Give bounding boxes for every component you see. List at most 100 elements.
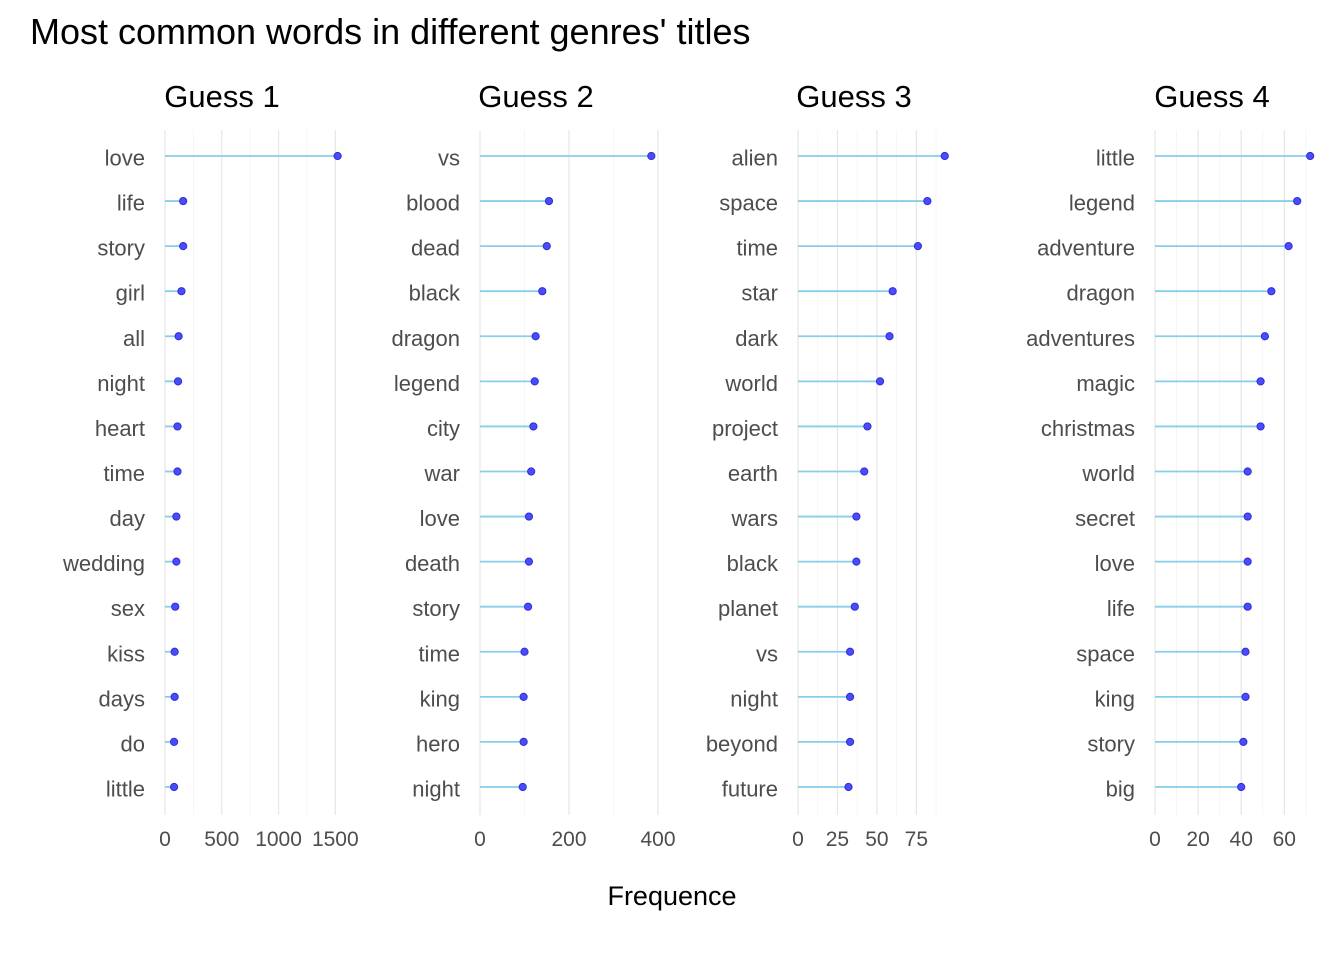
facet-panels: Guess 1 love life story girl all night heart tim… bbox=[62, 79, 1315, 851]
lollipop-point bbox=[519, 692, 528, 701]
panel-title: Guess 4 bbox=[1154, 79, 1269, 114]
category-label: hero bbox=[416, 731, 460, 756]
lollipop-point bbox=[524, 512, 534, 521]
category-label: night bbox=[730, 686, 778, 711]
category-label: big bbox=[1106, 776, 1135, 801]
facet-panel-1: Guess 1 love life story girl all night heart tim… bbox=[62, 79, 359, 851]
lollipop-point bbox=[844, 782, 853, 792]
lollipop-point bbox=[860, 467, 869, 476]
x-tick-label: 0 bbox=[1149, 828, 1161, 851]
category-label: love bbox=[420, 506, 460, 531]
category-label: life bbox=[1107, 596, 1135, 621]
category-label: wars bbox=[731, 506, 778, 531]
category-label: love bbox=[1095, 551, 1135, 576]
x-tick-label: 75 bbox=[905, 828, 928, 851]
category-label: future bbox=[722, 776, 778, 801]
lollipop-point bbox=[923, 196, 932, 206]
category-label: king bbox=[420, 686, 460, 711]
lollipop-point bbox=[179, 196, 188, 206]
lollipop-point bbox=[173, 422, 182, 431]
category-label: christmas bbox=[1041, 416, 1135, 441]
lollipop-point bbox=[647, 151, 656, 161]
lollipop-point bbox=[523, 602, 533, 611]
lollipop-point bbox=[172, 557, 181, 566]
category-label: blood bbox=[406, 191, 460, 216]
category-label: all bbox=[123, 326, 145, 351]
lollipop-point bbox=[1243, 467, 1252, 476]
lollipop-point bbox=[173, 467, 182, 476]
x-tick-label: 200 bbox=[551, 828, 586, 851]
lollipop-point bbox=[1256, 377, 1265, 386]
lollipop-point bbox=[845, 737, 855, 747]
lollipop-point bbox=[171, 602, 180, 611]
lollipop-point bbox=[1260, 332, 1270, 341]
category-label: earth bbox=[728, 461, 778, 486]
category-label: little bbox=[1096, 146, 1135, 171]
category-label: sex bbox=[111, 596, 145, 621]
lollipop-point bbox=[852, 512, 861, 521]
x-tick-label: 50 bbox=[865, 828, 888, 851]
category-label: black bbox=[727, 551, 779, 576]
category-label: black bbox=[409, 281, 461, 306]
lollipop-point bbox=[529, 422, 538, 431]
x-tick-label: 20 bbox=[1186, 828, 1209, 851]
panel-title: Guess 2 bbox=[478, 79, 593, 114]
category-label: day bbox=[110, 506, 145, 531]
category-label: little bbox=[106, 776, 145, 801]
category-label: alien bbox=[732, 146, 778, 171]
category-label: death bbox=[405, 551, 460, 576]
category-label: project bbox=[712, 416, 778, 441]
category-label: world bbox=[724, 371, 778, 396]
lollipop-point bbox=[1306, 151, 1315, 161]
category-label: story bbox=[1087, 731, 1135, 756]
panel-title: Guess 3 bbox=[796, 79, 911, 114]
x-tick-label: 0 bbox=[159, 828, 171, 851]
lollipop-point bbox=[544, 196, 554, 206]
lollipop-point bbox=[940, 151, 949, 161]
x-tick-label: 60 bbox=[1273, 828, 1296, 851]
lollipop-point bbox=[845, 692, 855, 701]
category-label: beyond bbox=[706, 731, 778, 756]
category-label: night bbox=[97, 371, 145, 396]
x-tick-label: 40 bbox=[1230, 828, 1253, 851]
category-label: time bbox=[736, 236, 778, 261]
lollipop-point bbox=[333, 151, 342, 161]
lollipop-point bbox=[1293, 196, 1302, 206]
x-tick-label: 1500 bbox=[312, 828, 359, 851]
category-label: city bbox=[427, 416, 460, 441]
category-label: dark bbox=[735, 326, 779, 351]
category-label: love bbox=[105, 146, 145, 171]
lollipop-point bbox=[519, 737, 528, 747]
category-label: story bbox=[412, 596, 460, 621]
lollipop-point bbox=[888, 287, 897, 296]
category-label: space bbox=[719, 191, 778, 216]
category-label: life bbox=[117, 191, 145, 216]
chart-title: Most common words in different genres' t… bbox=[30, 11, 751, 52]
lollipop-point bbox=[174, 332, 183, 341]
category-label: war bbox=[424, 461, 460, 486]
category-label: legend bbox=[394, 371, 460, 396]
x-tick-label: 0 bbox=[792, 828, 804, 851]
lollipop-point bbox=[885, 332, 894, 341]
lollipop-point bbox=[1243, 512, 1252, 521]
category-label: heart bbox=[95, 416, 145, 441]
lollipop-point bbox=[1237, 782, 1246, 792]
lollipop-point bbox=[179, 242, 188, 251]
category-label: vs bbox=[438, 146, 460, 171]
category-label: king bbox=[1095, 686, 1135, 711]
category-label: magic bbox=[1076, 371, 1135, 396]
lollipop-point bbox=[169, 737, 179, 747]
lollipop-point bbox=[169, 782, 179, 792]
lollipop-point bbox=[518, 782, 527, 792]
category-label: legend bbox=[1069, 191, 1135, 216]
category-label: story bbox=[97, 236, 145, 261]
category-label: time bbox=[103, 461, 145, 486]
lollipop-point bbox=[542, 242, 551, 251]
category-label: space bbox=[1076, 641, 1135, 666]
lollipop-point bbox=[850, 602, 859, 611]
facet-panel-3: Guess 3 alien space time star dark world projec… bbox=[706, 79, 949, 851]
panel-title: Guess 1 bbox=[164, 79, 279, 114]
lollipop-point bbox=[531, 332, 540, 341]
lollipop-point bbox=[845, 647, 855, 656]
